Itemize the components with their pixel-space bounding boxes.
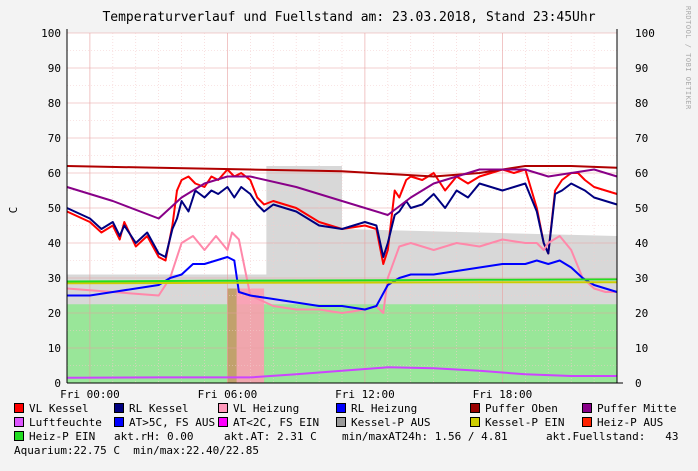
y-tick-label-right: 0 [635,377,642,390]
area-band-3 [227,288,237,383]
legend-item-3: RL Heizung [336,402,417,416]
series-line-10 [66,281,617,285]
legend-row-3: Heiz-P EIN akt.rH: 0.00 akt.AT: 2.31 C min/… [14,430,694,444]
x-tick-label: Fri 00:00 [60,388,120,400]
legend-swatch [218,403,228,413]
y-tick-label-left: 30 [48,272,61,285]
legend-item-7: AT>5C, FS AUS [114,416,215,430]
legend-item-5: Puffer Mitte [582,402,676,416]
series-line-6 [66,366,617,379]
legend-item-9: Kessel-P AUS [336,416,430,430]
y-tick-label-right: 30 [635,272,648,285]
outside-temp-readout: akt.AT: 2.31 C [224,430,317,443]
watermark: RRDTOOL / TOBI OETIKER [684,6,692,110]
x-tick-label: Fri 12:00 [335,388,395,400]
legend-item-12: Heiz-P EIN [14,430,95,444]
y-tick-label-left: 50 [48,202,61,215]
legend-swatch [114,403,124,413]
legend-item-0: VL Kessel [14,402,89,416]
y-tick-label-right: 100 [635,27,655,40]
legend-label: AT<2C, FS EIN [233,416,320,429]
y-tick-label-left: 100 [41,27,61,40]
legend: VL Kessel RL Kessel VL Heizung RL Heizung Pu… [14,402,694,458]
legend-label: Kessel-P EIN [485,416,565,429]
y-tick-label-right: 20 [635,307,648,320]
legend-swatch [582,417,592,427]
legend-label: Heiz-P AUS [597,416,664,429]
legend-swatch [14,403,24,413]
legend-label: Puffer Mitte [597,402,677,415]
y-tick-label-right: 50 [635,202,648,215]
plot-area: 0 0 10 10 20 20 30 30 40 40 50 50 60 60 70 70 80 80 90 90 10… [41,27,655,400]
x-tick-label: Fri 06:00 [198,388,258,400]
y-tick-label-right: 80 [635,97,648,110]
y-tick-label-left: 70 [48,132,61,145]
legend-swatch [336,417,346,427]
legend-item-1: RL Kessel [114,402,189,416]
y-tick-label-left: 60 [48,167,61,180]
legend-label: RL Heizung [351,402,418,415]
legend-swatch [582,403,592,413]
legend-item-8: AT<2C, FS EIN [218,416,319,430]
legend-label: Heiz-P EIN [29,430,96,443]
y-tick-label-left: 0 [54,377,61,390]
y-tick-label-left: 80 [48,97,61,110]
x-tick-label: Fri 18:00 [473,388,533,400]
legend-row-1: VL Kessel RL Kessel VL Heizung RL Heizung Pu… [14,402,694,416]
legend-label: AT>5C, FS AUS [129,416,216,429]
legend-swatch [114,417,124,427]
legend-row-4: Aquarium:22.75 C min/max:22.40/22.85 [14,444,694,458]
y-tick-label-left: 90 [48,62,61,75]
minmax-readout: min/maxAT24h: 1.56 / 4.81 [342,430,508,443]
legend-swatch [14,431,24,441]
y-tick-label-right: 90 [635,62,648,75]
legend-label: VL Heizung [233,402,300,415]
y-tick-label-left: 40 [48,237,61,250]
legend-swatch [336,403,346,413]
y-tick-label-right: 60 [635,167,648,180]
y-tick-label-left: 10 [48,342,61,355]
humidity-readout: akt.rH: 0.00 [114,430,194,443]
legend-swatch [218,417,228,427]
series-line-12 [66,278,618,283]
aquarium-readout: Aquarium:22.75 C min/max:22.40/22.85 [14,444,260,457]
legend-item-11: Heiz-P AUS [582,416,663,430]
legend-item-4: Puffer Oben [470,402,558,416]
series-line-1 [66,182,618,258]
legend-item-10: Kessel-P EIN [470,416,564,430]
legend-label: Luftfeuchte [29,416,102,429]
series-line-4 [66,165,618,178]
chart-title: Temperaturverlauf und Fuellstand am: 23.… [102,10,595,25]
series-line-5 [66,168,618,220]
fill-level-readout: akt.Fuellstand: 43 [546,430,679,443]
legend-label: VL Kessel [29,402,89,415]
y-tick-label-left: 20 [48,307,61,320]
legend-swatch [14,417,24,427]
series-line-2 [66,231,617,314]
legend-item-6: Luftfeuchte [14,416,102,430]
legend-label: Kessel-P AUS [351,416,431,429]
legend-label: RL Kessel [129,402,189,415]
y-axis-label: C [7,207,20,214]
legend-swatch [470,403,480,413]
y-tick-label-right: 40 [635,237,648,250]
legend-label: Puffer Oben [485,402,558,415]
chart-svg: Temperaturverlauf und Fuellstand am: 23.… [7,10,655,400]
series-line-3 [67,256,618,311]
legend-swatch [470,417,480,427]
y-tick-label-right: 10 [635,342,648,355]
legend-item-2: VL Heizung [218,402,299,416]
y-tick-label-right: 70 [635,132,648,145]
legend-row-2: Luftfeuchte AT>5C, FS AUS AT<2C, FS EIN Kes… [14,416,694,430]
